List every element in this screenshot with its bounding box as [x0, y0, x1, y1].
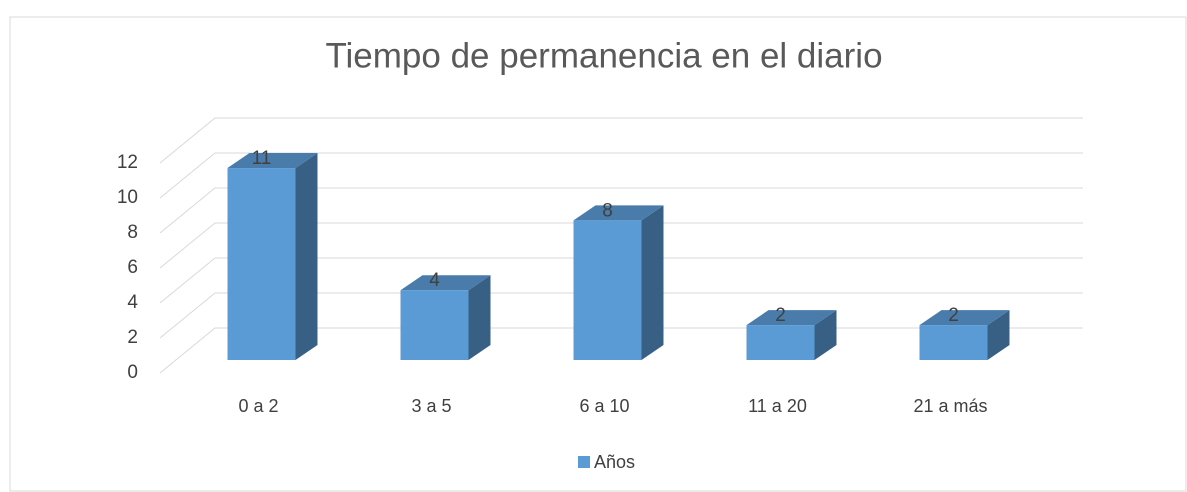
legend-label: Años	[594, 452, 635, 472]
grid-line	[159, 152, 1083, 199]
y-tick-label: 8	[127, 222, 138, 243]
bar-side	[468, 275, 491, 360]
x-tick-label: 0 a 2	[238, 396, 278, 416]
data-label: 2	[775, 305, 786, 326]
bar-top	[573, 205, 664, 221]
x-tick-label: 11 a 20	[748, 396, 807, 416]
grid-line	[159, 117, 1083, 164]
x-tick-label: 3 a 5	[411, 396, 451, 416]
data-label: 11	[252, 148, 272, 169]
grid-line	[159, 292, 1083, 339]
bar-side	[641, 205, 664, 360]
y-tick-label: 6	[127, 257, 138, 278]
y-tick-label: 10	[117, 187, 138, 208]
bar-side	[295, 153, 318, 360]
y-tick-label: 0	[127, 362, 138, 383]
data-label: 4	[429, 270, 440, 291]
bar	[227, 168, 296, 360]
grid-line	[159, 222, 1083, 269]
legend-swatch	[578, 456, 590, 468]
bar-top	[746, 310, 837, 326]
grid-line	[159, 187, 1083, 234]
chart-title: Tiempo de permanencia en el diario	[325, 36, 882, 75]
bar-side	[987, 310, 1010, 360]
bar-side	[814, 310, 837, 360]
y-tick-label: 4	[127, 292, 138, 313]
x-tick-label: 6 a 10	[579, 396, 629, 416]
x-tick-label: 21 a más	[913, 396, 987, 416]
bar	[746, 325, 815, 360]
data-label: 8	[602, 200, 613, 221]
bar	[919, 325, 988, 360]
y-tick-label: 2	[127, 327, 138, 348]
bar	[573, 220, 642, 360]
bar-top	[227, 153, 318, 169]
bar-top	[400, 275, 491, 291]
y-tick-label: 12	[117, 152, 138, 173]
grid-line	[159, 257, 1083, 304]
bar-top	[919, 310, 1010, 326]
bar	[400, 290, 469, 360]
data-label: 2	[948, 305, 959, 326]
